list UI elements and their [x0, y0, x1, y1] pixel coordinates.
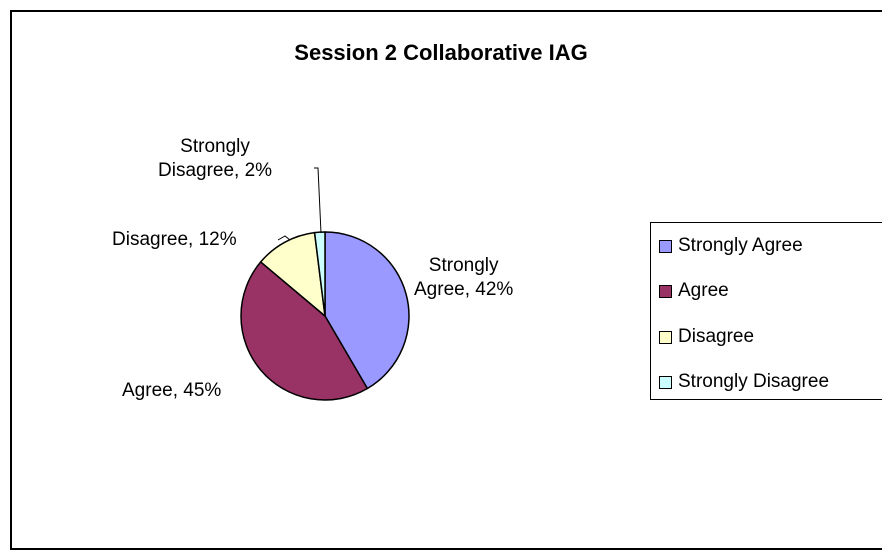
slice-strongly-agree: [324, 231, 410, 390]
leader-line-strongly-disagree: [314, 167, 322, 234]
legend-item-agree: Agree: [659, 279, 729, 303]
slice-strongly-disagree: [313, 231, 326, 317]
legend-swatch: [659, 375, 672, 389]
legend-label: Strongly Disagree: [678, 371, 830, 392]
leader-line-disagree: [277, 235, 291, 241]
legend-swatch: [659, 284, 672, 298]
legend-item-strongly-agree: Strongly Agree: [659, 234, 803, 258]
legend-swatch: [659, 239, 672, 253]
data-label-disagree: Disagree, 12%: [112, 229, 237, 250]
data-label-strongly-disagree: Strongly Disagree, 2%: [158, 136, 273, 181]
legend-label: Disagree: [678, 326, 755, 347]
legend-label: Strongly Agree: [678, 235, 803, 256]
legend: Strongly Agree Agree Disagree Strongly D…: [650, 222, 882, 400]
legend-item-strongly-disagree: Strongly Disagree: [659, 370, 829, 394]
legend-item-disagree: Disagree: [659, 325, 754, 349]
data-label-agree: Agree, 45%: [122, 380, 222, 401]
pie-chart: [240, 167, 410, 401]
slice-agree: [240, 260, 369, 401]
legend-label: Agree: [678, 280, 729, 301]
chart-title: Session 2 Collaborative IAG: [294, 40, 588, 65]
legend-swatch: [659, 330, 672, 344]
slice-disagree: [259, 231, 326, 318]
data-label-strongly-agree: Strongly Agree, 42%: [414, 255, 514, 300]
